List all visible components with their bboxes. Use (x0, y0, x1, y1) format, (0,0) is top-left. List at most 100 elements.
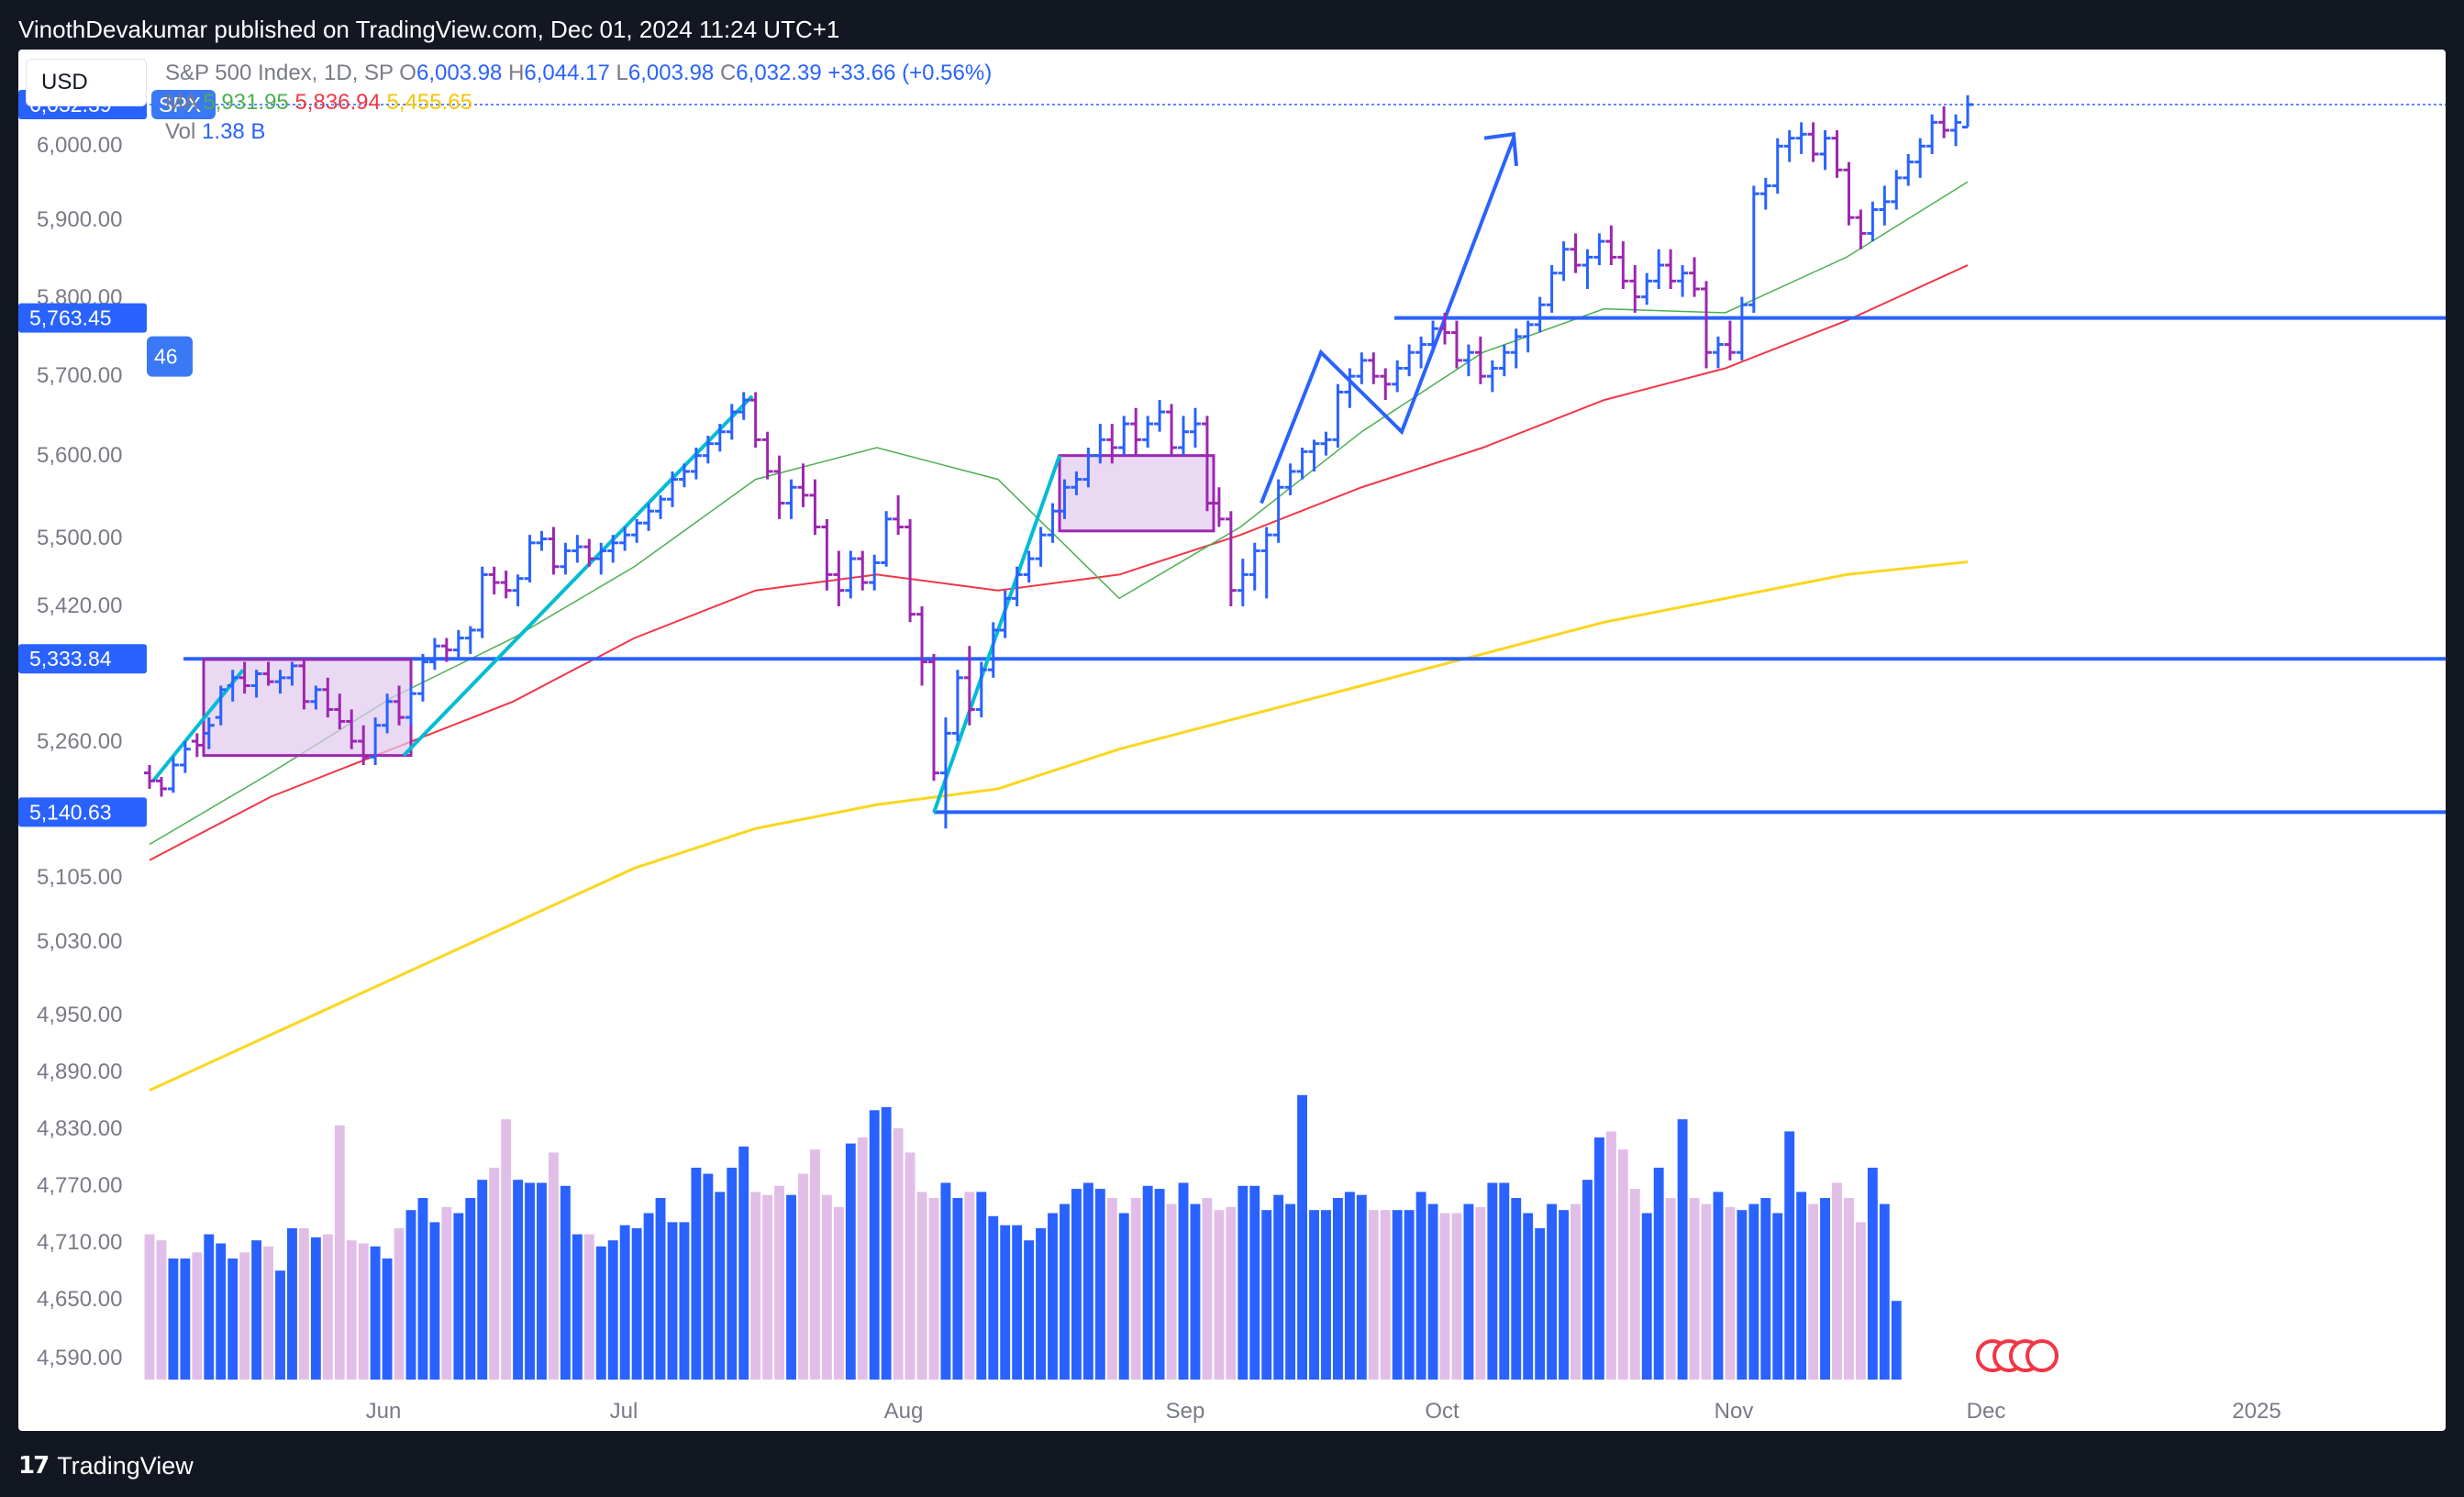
event-flag-icon (2026, 1339, 2059, 1372)
volume-bar (1297, 1094, 1308, 1380)
volume-bar (881, 1107, 892, 1380)
volume-bar (1713, 1192, 1724, 1380)
volume-bar (298, 1228, 309, 1380)
volume-bar (703, 1173, 714, 1380)
volume-bar (1130, 1198, 1141, 1380)
volume-bar (738, 1146, 749, 1380)
volume-bar (1048, 1213, 1058, 1380)
volume-bar (905, 1152, 916, 1380)
symbol-title[interactable]: S&P 500 Index, 1D, SP (165, 61, 394, 85)
volume-bar (1701, 1203, 1712, 1380)
volume-bar (1332, 1198, 1343, 1380)
volume-bar (1238, 1185, 1249, 1380)
volume-bar (1166, 1203, 1177, 1380)
x-tick-label: Aug (884, 1399, 924, 1424)
volume-bar (572, 1234, 583, 1380)
volume-bar (228, 1259, 239, 1380)
volume-bar (1118, 1213, 1129, 1380)
volume-bar (1036, 1228, 1047, 1380)
volume-bar (727, 1168, 738, 1380)
y-tick-label: 5,030.00 (37, 929, 122, 954)
trend-line (932, 454, 1061, 814)
x-tick-label: Nov (1715, 1399, 1754, 1424)
volume-bar (1523, 1213, 1534, 1380)
volume-bar (940, 1182, 951, 1380)
volume-bar (501, 1119, 512, 1380)
volume-bar (1867, 1168, 1878, 1380)
volume-bar (1226, 1206, 1237, 1380)
volume-bar (1677, 1119, 1688, 1380)
price-label-secondary-bg (147, 336, 193, 377)
brand-name: TradingView (57, 1452, 194, 1480)
volume-bar (477, 1180, 488, 1380)
volume-bar (988, 1215, 999, 1380)
volume-bar (1547, 1203, 1558, 1380)
volume-bar (465, 1198, 476, 1380)
x-tick-label: Sep (1166, 1399, 1205, 1424)
volume-bar (1559, 1210, 1569, 1380)
volume-bar (1772, 1213, 1783, 1380)
volume-bar (1820, 1198, 1830, 1380)
ma-mid-line (149, 264, 1969, 861)
volume-bar (394, 1228, 405, 1380)
y-tick-label: 5,420.00 (37, 593, 122, 618)
y-tick-label: 5,500.00 (37, 526, 122, 550)
ma-label: MA (165, 90, 197, 115)
volume-bar (204, 1234, 215, 1380)
volume-bar (453, 1213, 464, 1380)
volume-bar (1844, 1198, 1854, 1380)
volume-bar (144, 1234, 155, 1380)
currency-button[interactable]: USD (26, 59, 147, 106)
volume-bar (239, 1252, 250, 1380)
volume-bar (762, 1194, 773, 1380)
ma-slow-value: 5,455.65 (386, 90, 472, 115)
volume-bar (631, 1228, 642, 1380)
open-label: O (399, 61, 416, 85)
volume-bar (1344, 1192, 1355, 1380)
price-label-secondary: 46 (154, 345, 178, 369)
volume-bar (619, 1225, 630, 1380)
y-tick-label: 5,260.00 (37, 729, 122, 754)
volume-bar (798, 1173, 808, 1380)
high-label: H (508, 61, 525, 85)
volume-bar (1593, 1137, 1604, 1380)
volume-bar (192, 1252, 203, 1380)
y-tick-label: 6,000.00 (37, 133, 122, 158)
footer: 17 TradingView (18, 1447, 194, 1484)
trend-line (402, 394, 754, 758)
volume-bar (1404, 1210, 1415, 1380)
volume-bar (1653, 1168, 1664, 1380)
volume-bar (382, 1259, 393, 1380)
volume-bar (1071, 1189, 1082, 1380)
volume-bar (216, 1243, 227, 1380)
volume-bar (750, 1192, 761, 1380)
vol-value: 1.38 B (202, 119, 266, 144)
close-value: 6,032.39 (736, 61, 822, 85)
volume-bar (655, 1198, 666, 1380)
volume-bar (1285, 1203, 1296, 1380)
volume-bar (1309, 1210, 1319, 1380)
volume-bar (1629, 1189, 1640, 1380)
volume-bar (1273, 1194, 1284, 1380)
volume-bar (251, 1240, 262, 1380)
price-label-bg (18, 797, 147, 827)
price-label-bg (18, 303, 147, 333)
volume-bar (821, 1194, 832, 1380)
x-tick-label: Jul (610, 1399, 638, 1424)
volume-bar (595, 1246, 606, 1380)
vol-label: Vol (165, 119, 196, 144)
chart-panel[interactable]: 6,000.00 5,900.00 5,800.00 5,700.00 5,600.00… (18, 50, 2446, 1431)
change-value: +33.66 (+0.56%) (827, 61, 993, 85)
volume-bar (1760, 1198, 1771, 1380)
volume-bar (1024, 1240, 1035, 1380)
ma-fast-line (149, 181, 1969, 846)
volume-bar (1451, 1213, 1462, 1380)
volume-bar (180, 1259, 191, 1380)
price-label-secondary: SPX (159, 93, 201, 116)
y-tick-label: 5,700.00 (37, 363, 122, 388)
volume-bar (715, 1192, 726, 1380)
price-chart[interactable]: 6,000.005,900.005,800.005,700.005,600.00… (18, 50, 2446, 1431)
volume-bar (537, 1182, 547, 1380)
volume-bar (1439, 1213, 1450, 1380)
volume-bar (1796, 1192, 1807, 1380)
